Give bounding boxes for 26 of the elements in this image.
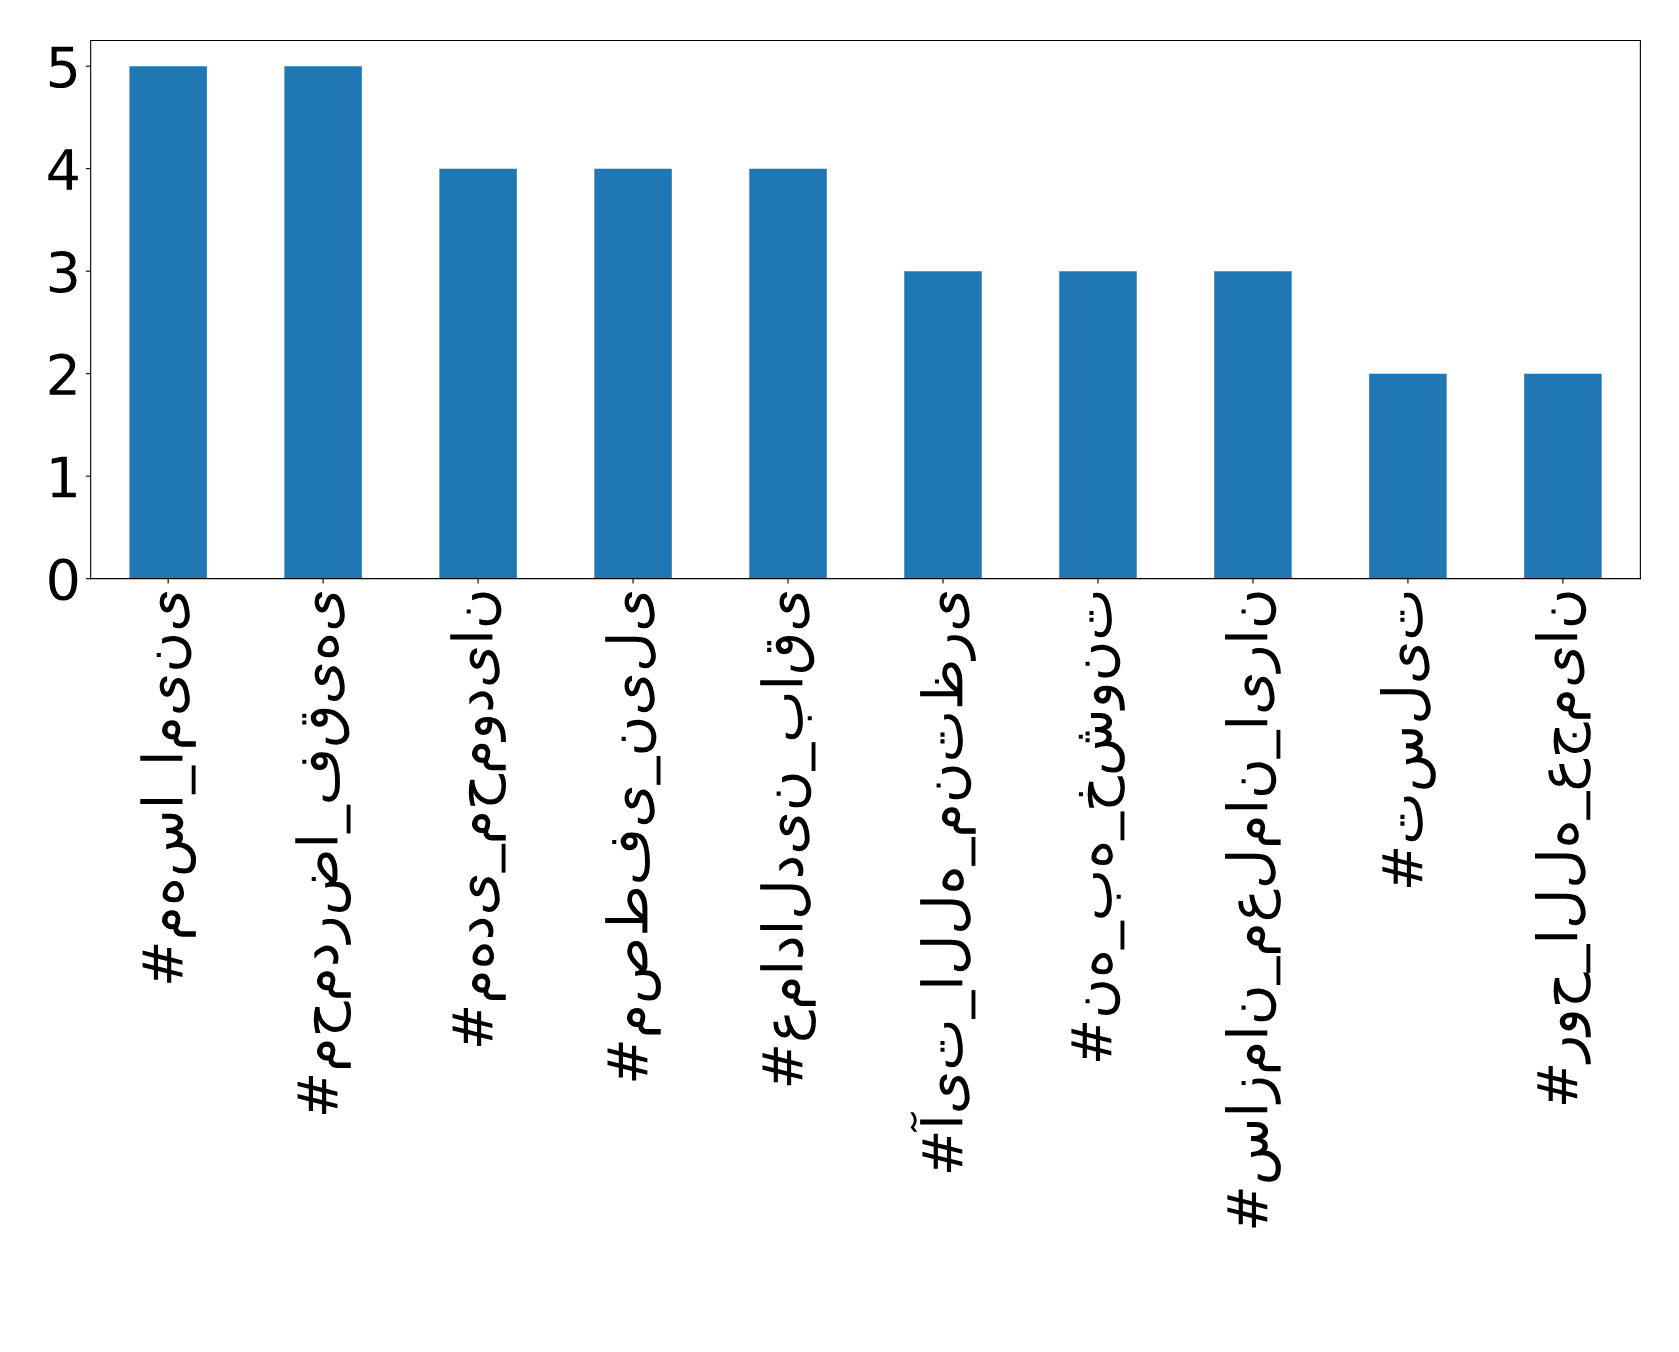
x-tick-label: #آیت_الله_منتظری <box>910 591 976 1172</box>
bar <box>1214 271 1292 579</box>
y-tick-label: 4 <box>48 149 78 190</box>
x-tick-label: #تسلیت <box>1380 592 1436 887</box>
y-tick-label: 0 <box>49 558 78 601</box>
y-tick-label: 1 <box>51 456 76 498</box>
bar <box>1369 373 1447 579</box>
x-tick-label: #مهسا_امینی <box>140 591 197 983</box>
bar <box>129 66 207 579</box>
y-tick-label: 2 <box>49 353 76 395</box>
x-tick-label: #عمادالدین_باقی <box>760 591 816 1086</box>
bar <box>904 271 982 579</box>
bar <box>284 66 362 579</box>
x-tick-label: #محمدرضا_فقیهی <box>295 591 352 1115</box>
bar <box>439 168 517 579</box>
bar <box>1059 271 1137 579</box>
bar <box>749 168 827 579</box>
y-tick-label: 3 <box>49 251 77 294</box>
bar <box>594 168 672 579</box>
x-tick-label: #روح_الله_عجمیان <box>1535 592 1591 1105</box>
x-tick-label: #سازمان_معلمان_ایران <box>1225 592 1281 1228</box>
x-tick-label: #مهدی_محمودیان <box>450 592 506 1047</box>
y-tick-label: 5 <box>49 46 77 89</box>
bar <box>1524 373 1602 579</box>
x-tick-label: #نه_به_خشونت <box>1071 592 1125 1062</box>
x-tick-label: #مصطفی_نیلی <box>605 591 661 1081</box>
